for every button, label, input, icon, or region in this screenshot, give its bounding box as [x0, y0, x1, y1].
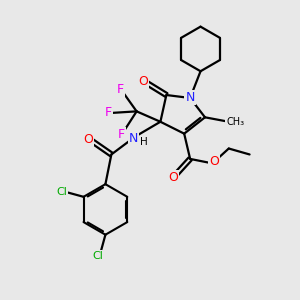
Text: O: O: [168, 171, 178, 184]
Text: Cl: Cl: [56, 188, 67, 197]
Text: N: N: [129, 132, 138, 145]
Text: O: O: [139, 75, 148, 88]
Text: CH₃: CH₃: [226, 117, 244, 127]
Text: O: O: [209, 155, 219, 168]
Text: O: O: [83, 133, 93, 146]
Text: F: F: [105, 106, 112, 119]
Text: F: F: [117, 82, 124, 96]
Text: F: F: [118, 128, 125, 141]
Text: H: H: [140, 137, 147, 147]
Text: N: N: [185, 92, 195, 104]
Text: Cl: Cl: [92, 250, 104, 260]
